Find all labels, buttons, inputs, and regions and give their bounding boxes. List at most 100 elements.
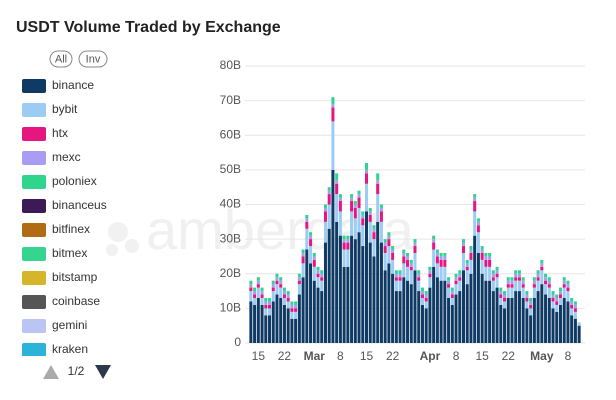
bar-segment — [320, 280, 324, 292]
bar-segment — [536, 280, 540, 292]
bar-segment — [387, 239, 391, 247]
bar-segment — [461, 270, 465, 343]
bar-segment — [420, 297, 424, 305]
bar-segment — [305, 214, 309, 219]
bar-segment — [286, 301, 290, 309]
bar-segment — [383, 239, 387, 243]
bar-segment — [570, 304, 574, 309]
bar-segment — [271, 280, 275, 285]
bar-segment — [338, 235, 342, 343]
bar-segment — [476, 252, 480, 343]
bar-segment — [465, 284, 469, 343]
bar-segment — [517, 277, 521, 281]
bar-segment — [439, 256, 443, 260]
bar-segment — [279, 287, 283, 298]
bar-segment — [335, 194, 339, 222]
bar-segment — [361, 214, 365, 219]
bar-segment — [297, 280, 301, 285]
legend-swatch — [22, 343, 46, 356]
bar-segment — [532, 297, 536, 343]
bar-segment — [391, 273, 395, 343]
bar-segment — [469, 249, 473, 253]
bar-segment — [573, 308, 577, 312]
bar-segment — [536, 273, 540, 278]
bar-segment — [309, 239, 313, 247]
bar-segment — [338, 201, 342, 212]
bar-segment — [350, 197, 354, 202]
bar-segment — [439, 266, 443, 281]
x-tick-label: May — [530, 349, 554, 363]
bar-segment — [558, 304, 562, 343]
bar-segment — [469, 246, 473, 250]
bar-segment — [253, 297, 257, 305]
bar-segment — [566, 287, 570, 292]
bar-segment — [435, 252, 439, 257]
bar-segment — [514, 280, 518, 292]
bar-segment — [357, 194, 361, 198]
inv-button-label[interactable]: Inv — [86, 53, 101, 65]
bar-segment — [491, 280, 495, 292]
bar-segment — [536, 270, 540, 274]
bar-segment — [491, 277, 495, 281]
pager-up[interactable] — [43, 365, 59, 379]
y-tick-label: 60B — [220, 127, 241, 141]
bar-segment — [566, 284, 570, 288]
bar-segment — [529, 301, 533, 305]
pager-down[interactable] — [95, 365, 111, 379]
bar-segment — [327, 194, 331, 205]
bar-segment — [309, 263, 313, 343]
bar-segment — [540, 259, 544, 264]
bar-segment — [406, 280, 410, 343]
bar-segment — [435, 277, 439, 343]
bar-segment — [353, 218, 357, 240]
legend-label: coinbase — [52, 294, 100, 308]
bar-segment — [256, 277, 260, 281]
legend-swatch — [22, 319, 46, 333]
bar-segment — [562, 297, 566, 343]
all-button-label[interactable]: All — [55, 53, 67, 65]
bar-segment — [365, 211, 369, 343]
legend-label: poloniex — [52, 174, 97, 188]
bar-segment — [260, 297, 264, 305]
bar-segment — [268, 301, 272, 305]
bar-segment — [458, 273, 462, 278]
bar-segment — [417, 277, 421, 281]
inv-button[interactable] — [78, 50, 108, 68]
bar-segment — [256, 284, 260, 288]
bar-segment — [570, 297, 574, 302]
bar-segment — [320, 273, 324, 278]
bar-segment — [346, 235, 350, 240]
bar-segment — [532, 287, 536, 298]
bar-segment — [312, 280, 316, 343]
bar-segment — [428, 270, 432, 274]
bar-segment — [566, 301, 570, 343]
bar-segment — [294, 318, 298, 343]
bar-segment — [428, 277, 432, 288]
bar-segment — [260, 294, 264, 298]
bar-segment — [294, 308, 298, 312]
bar-segment — [529, 304, 533, 309]
bar-segment — [521, 280, 525, 285]
bar-segment — [517, 270, 521, 274]
bar-segment — [379, 221, 383, 243]
bar-segment — [402, 252, 406, 257]
all-button[interactable] — [49, 50, 73, 68]
bar-segment — [424, 297, 428, 302]
bar-segment — [484, 266, 488, 281]
bar-segment — [547, 297, 551, 343]
bar-segment — [327, 204, 331, 229]
bar-segment — [376, 173, 380, 181]
bar-segment — [268, 297, 272, 302]
bar-segment — [525, 308, 529, 343]
bar-segment — [406, 259, 410, 267]
bar-segment — [342, 239, 346, 243]
bar-segment — [547, 287, 551, 298]
bar-segment — [514, 273, 518, 278]
bar-segment — [417, 270, 421, 274]
legend-swatch — [22, 175, 46, 189]
x-tick-label: 15 — [360, 349, 374, 363]
bar-segment — [517, 280, 521, 292]
bar-segment — [532, 277, 536, 281]
bar-segment — [480, 273, 484, 343]
